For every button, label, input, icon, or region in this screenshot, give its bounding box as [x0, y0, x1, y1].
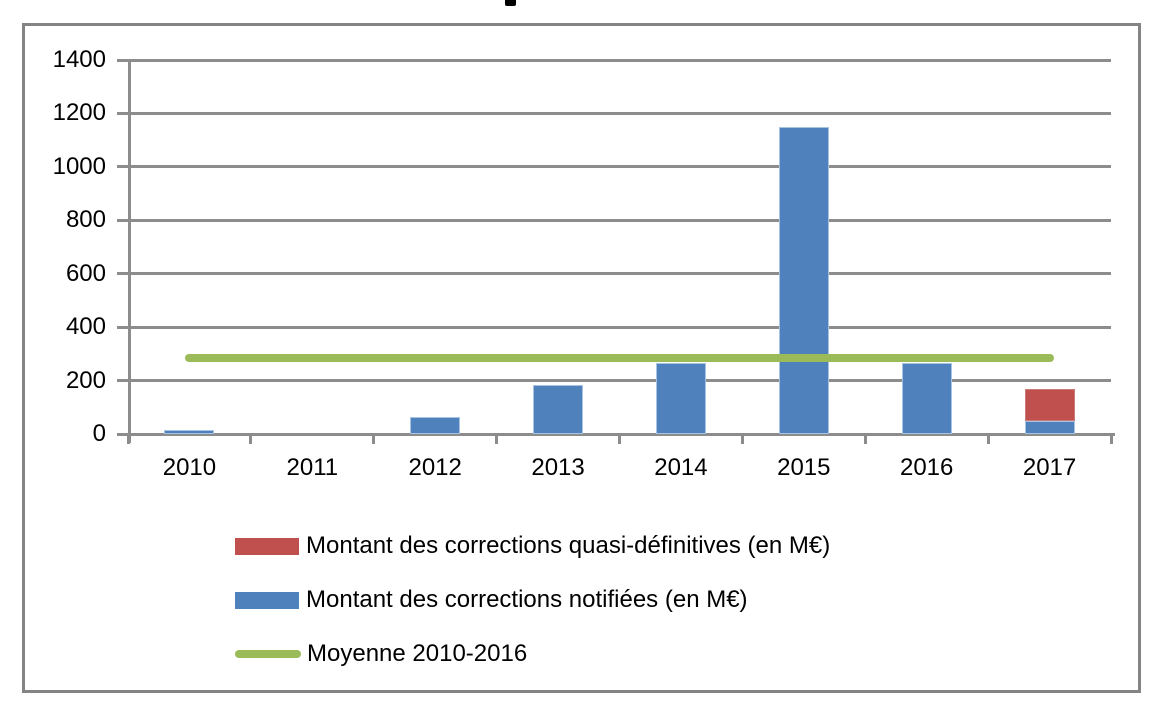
y-tick — [117, 325, 129, 329]
y-tick-label: 1000 — [52, 152, 106, 180]
y-tick — [117, 379, 129, 383]
x-tick-label: 2011 — [286, 454, 339, 481]
x-axis-line — [128, 432, 1115, 436]
moyenne-line — [185, 354, 1054, 363]
legend-swatch-green-line — [235, 650, 301, 658]
y-tick — [117, 165, 129, 169]
x-tick — [126, 435, 130, 444]
bar-notifiees-2013 — [533, 384, 584, 434]
y-tick — [117, 111, 129, 115]
bar-notifiees-2012 — [410, 416, 461, 434]
bar-notifiees-2017 — [1024, 420, 1075, 434]
gridline — [128, 379, 1111, 383]
x-tick — [863, 435, 867, 444]
x-tick — [1109, 435, 1113, 444]
x-tick-label: 2017 — [1022, 454, 1077, 481]
x-tick-label: 2015 — [777, 454, 831, 481]
x-tick-label: 2014 — [654, 454, 708, 481]
bar-notifiees-2015 — [778, 126, 829, 434]
gridline — [128, 272, 1111, 276]
y-tick-label: 0 — [92, 420, 106, 447]
legend-swatch-blue — [235, 591, 299, 609]
gridline — [128, 325, 1111, 329]
gridline — [128, 111, 1111, 115]
legend-item-moyenne: Moyenne 2010-2016 — [235, 640, 527, 668]
legend-label: Montant des corrections notifiées (en M€… — [306, 586, 748, 613]
y-tick-label: 200 — [65, 366, 106, 394]
y-axis-line — [128, 60, 131, 443]
bar-notifiees-2010 — [164, 429, 215, 434]
y-tick-label: 1400 — [52, 46, 106, 73]
bar-notifiees-2014 — [655, 363, 706, 434]
y-tick — [117, 58, 129, 62]
bar-notifiees-2016 — [901, 363, 952, 434]
legend-label: Moyenne 2010-2016 — [307, 640, 528, 667]
x-tick — [740, 435, 744, 444]
gridline — [128, 58, 1111, 62]
legend-item-notifiees: Montant des corrections notifiées (en M€… — [235, 586, 748, 614]
y-tick — [117, 272, 129, 276]
y-tick-label: 800 — [65, 206, 106, 234]
x-tick — [495, 435, 499, 444]
y-tick-label: 1200 — [52, 99, 106, 127]
x-tick-label: 2016 — [899, 454, 954, 481]
x-tick-label: 2013 — [531, 454, 585, 481]
x-tick-label: 2010 — [162, 454, 217, 481]
y-tick-label: 400 — [65, 313, 106, 341]
x-tick — [986, 435, 990, 444]
gridline — [128, 165, 1111, 169]
cropped-title-fragment — [505, 0, 516, 6]
legend-label: Montant des corrections quasi-définitive… — [306, 532, 831, 559]
y-tick-label: 600 — [65, 259, 106, 287]
x-tick — [249, 435, 253, 444]
legend-item-quasi-definitives: Montant des corrections quasi-définitive… — [235, 532, 830, 560]
x-tick — [618, 435, 621, 444]
gridline — [128, 218, 1111, 222]
x-tick-label: 2012 — [408, 454, 462, 481]
legend-swatch-red — [235, 537, 299, 555]
x-tick — [372, 435, 376, 444]
bar-quasi-definitives-2017 — [1024, 388, 1075, 421]
y-tick — [117, 432, 129, 436]
y-tick — [117, 218, 129, 222]
